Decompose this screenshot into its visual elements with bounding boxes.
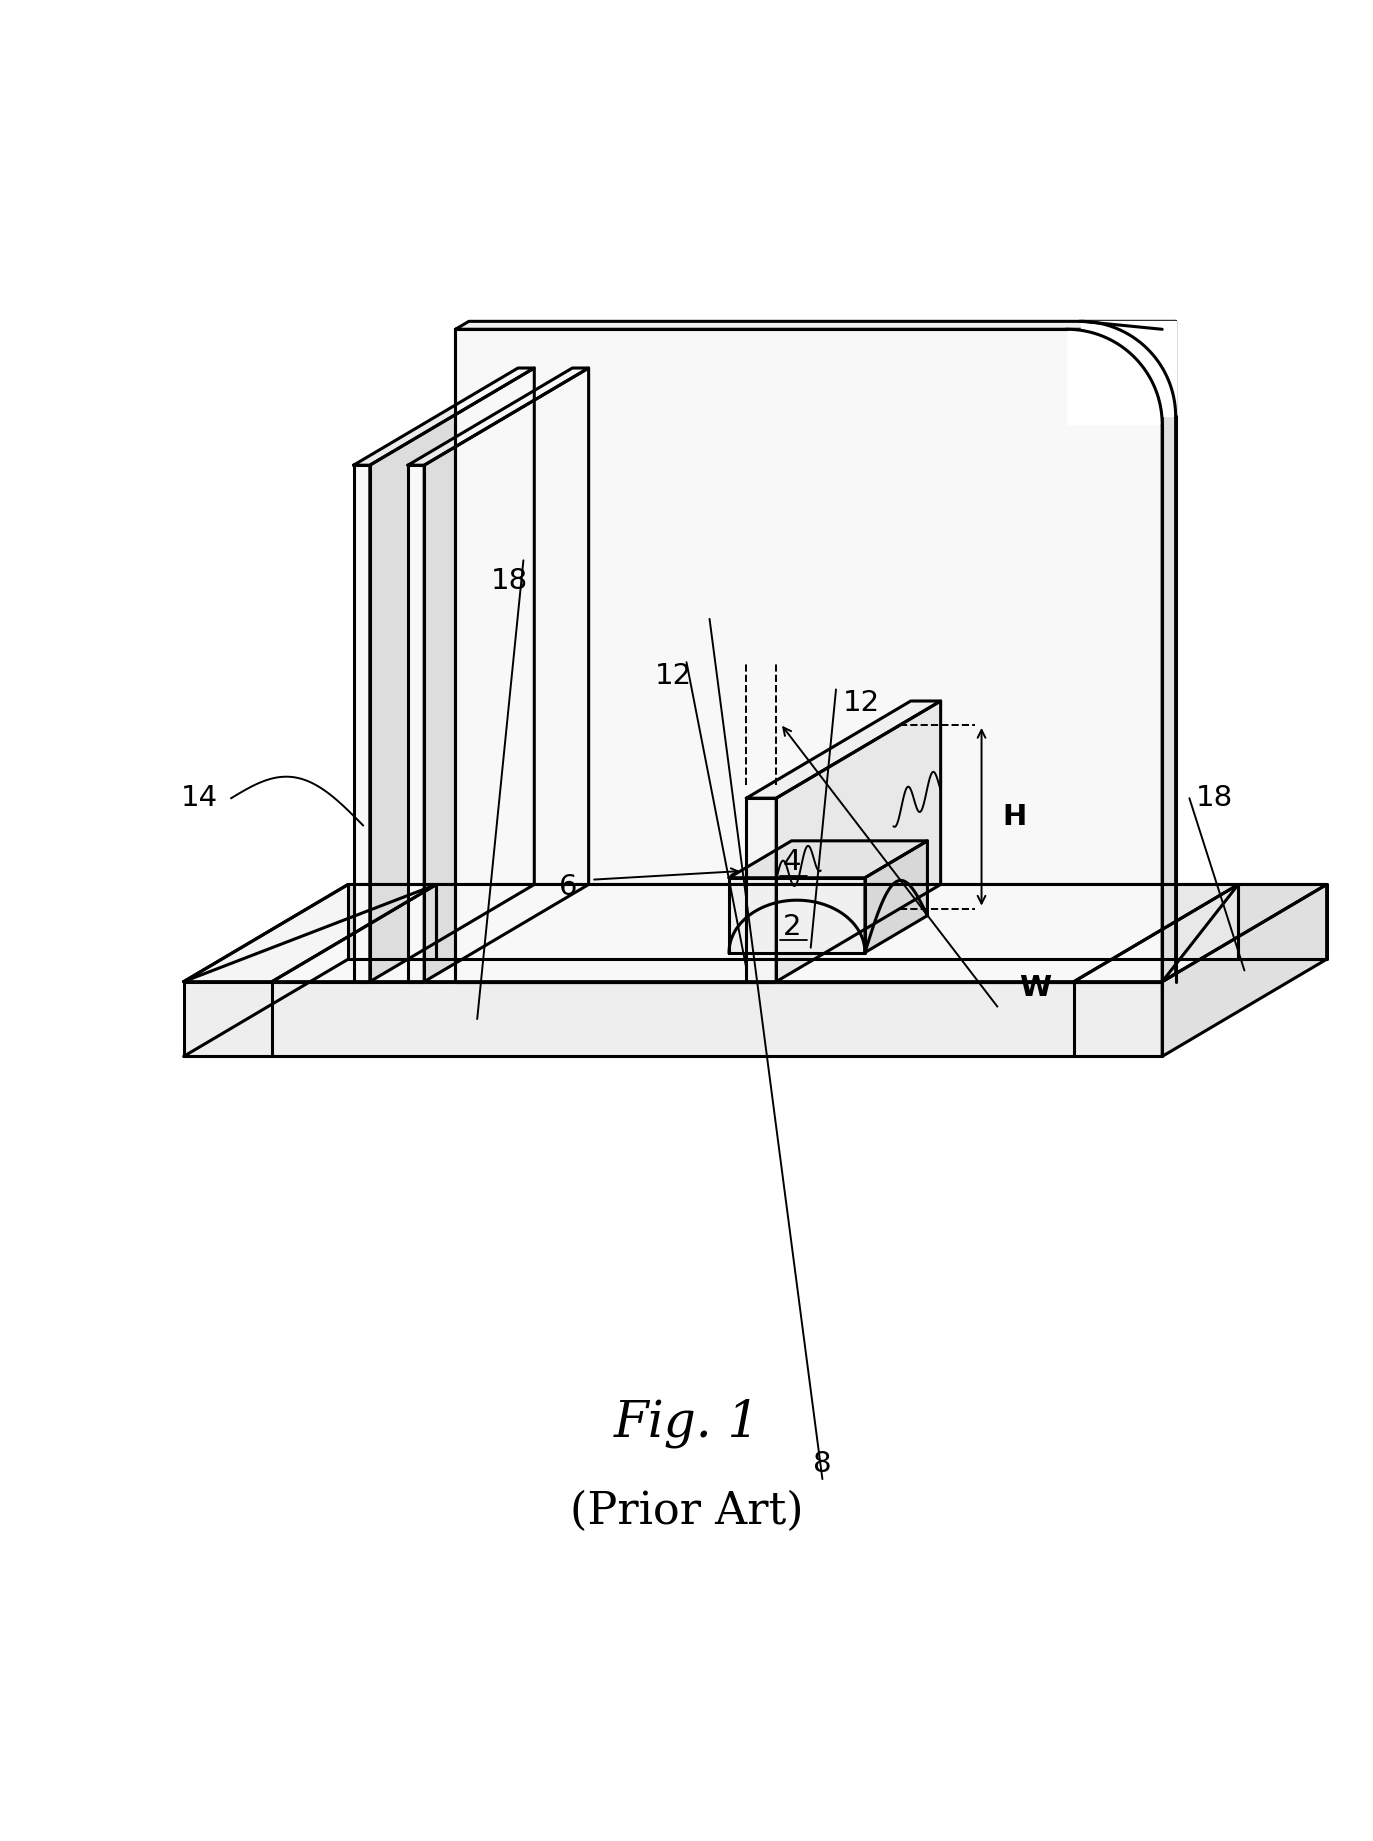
Polygon shape	[1081, 322, 1175, 416]
Polygon shape	[353, 368, 534, 466]
Text: (Prior Art): (Prior Art)	[570, 1489, 803, 1534]
Text: 18: 18	[1196, 784, 1233, 812]
Polygon shape	[1162, 884, 1326, 1057]
Polygon shape	[184, 981, 1162, 1057]
Polygon shape	[1162, 322, 1175, 981]
Polygon shape	[456, 330, 1162, 981]
Text: 4: 4	[783, 849, 802, 876]
Polygon shape	[456, 322, 1175, 330]
Polygon shape	[1067, 330, 1162, 425]
Polygon shape	[408, 466, 424, 981]
Polygon shape	[865, 841, 927, 952]
Polygon shape	[1238, 884, 1326, 959]
Text: 12: 12	[655, 663, 692, 690]
Text: W: W	[1020, 974, 1052, 1003]
Polygon shape	[353, 466, 369, 981]
Text: H: H	[1002, 803, 1026, 830]
Text: Fig. 1: Fig. 1	[614, 1399, 759, 1449]
Polygon shape	[437, 884, 1238, 959]
Polygon shape	[369, 368, 534, 981]
Polygon shape	[776, 701, 941, 981]
Polygon shape	[729, 841, 927, 878]
Polygon shape	[424, 368, 589, 981]
Polygon shape	[272, 884, 1238, 981]
Text: 18: 18	[492, 567, 529, 595]
Polygon shape	[1074, 884, 1326, 981]
Text: 12: 12	[843, 689, 880, 718]
Text: 6: 6	[559, 873, 578, 900]
Text: 8: 8	[813, 1449, 832, 1478]
Polygon shape	[729, 878, 865, 952]
Polygon shape	[184, 884, 437, 981]
Polygon shape	[747, 799, 776, 981]
Polygon shape	[747, 701, 941, 799]
Text: 2: 2	[783, 913, 802, 941]
Polygon shape	[408, 368, 589, 466]
Polygon shape	[349, 884, 437, 959]
Text: 14: 14	[180, 784, 217, 812]
